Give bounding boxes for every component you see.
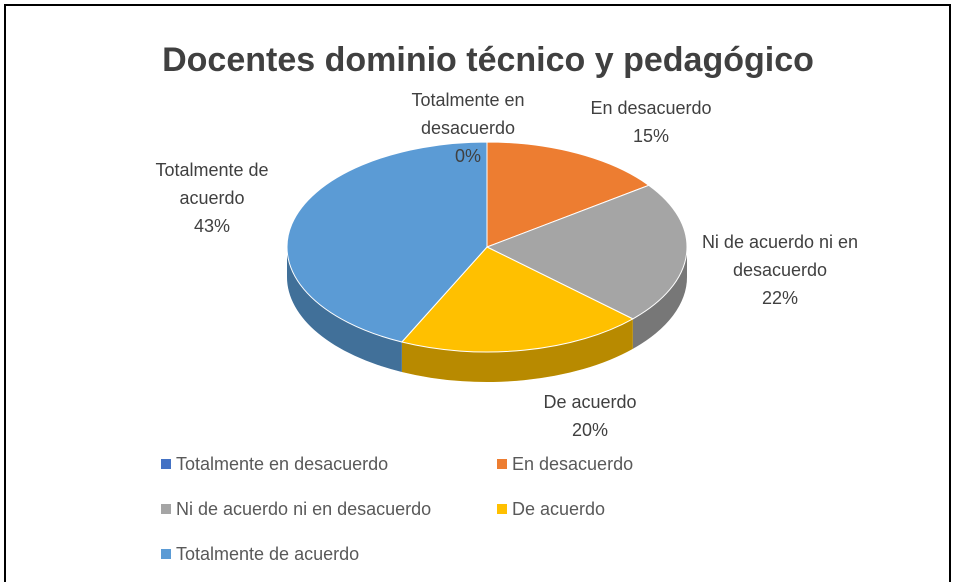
legend-label: Ni de acuerdo ni en desacuerdo: [176, 499, 432, 519]
data-label: En desacuerdo 15%: [571, 94, 731, 150]
slice-side-shade: [632, 247, 687, 349]
data-label: Totalmente en desacuerdo 0%: [393, 86, 543, 170]
data-label-name: Totalmente de acuerdo: [155, 160, 269, 208]
data-label-name: De acuerdo: [543, 392, 637, 412]
slice-side: [401, 318, 633, 383]
slice: [400, 246, 634, 353]
legend-item: Ni de acuerdo ni en desacuerdo: [161, 499, 431, 520]
data-label: De acuerdo 20%: [515, 388, 665, 444]
legend-marker: [497, 504, 507, 514]
data-label: Ni de acuerdo ni en desacuerdo 22%: [695, 228, 865, 312]
slice-side: [287, 247, 402, 373]
data-label-value: 22%: [761, 288, 799, 308]
data-label-name: Totalmente en desacuerdo: [411, 90, 525, 138]
legend-label: Totalmente en desacuerdo: [176, 454, 389, 474]
slice-side-shade: [401, 318, 633, 383]
data-label-value: 15%: [632, 126, 670, 146]
data-label-value: 43%: [193, 216, 231, 236]
legend-label: En desacuerdo: [512, 454, 634, 474]
legend-marker: [161, 459, 171, 469]
data-label-value: 0%: [454, 146, 481, 166]
legend-marker: [497, 459, 507, 469]
legend-marker: [161, 549, 171, 559]
slice: [485, 184, 688, 320]
data-label: Totalmente de acuerdo 43%: [137, 156, 287, 240]
legend-label: Totalmente de acuerdo: [176, 544, 360, 564]
legend-marker: [161, 504, 171, 514]
legend-item: De acuerdo: [497, 499, 605, 520]
data-label-value: 20%: [571, 420, 609, 440]
data-label-name: Ni de acuerdo ni en desacuerdo: [701, 232, 859, 280]
slice: [486, 141, 650, 248]
slice-side-shade: [287, 247, 402, 373]
slice: [286, 141, 488, 343]
legend-label: De acuerdo: [512, 499, 606, 519]
legend-item: En desacuerdo: [497, 454, 633, 475]
data-label-name: En desacuerdo: [590, 98, 712, 118]
chart-title: Docentes dominio técnico y pedagógico: [162, 41, 814, 79]
slice-side: [632, 247, 687, 349]
legend-item: Totalmente en desacuerdo: [161, 454, 388, 475]
legend-item: Totalmente de acuerdo: [161, 544, 359, 565]
